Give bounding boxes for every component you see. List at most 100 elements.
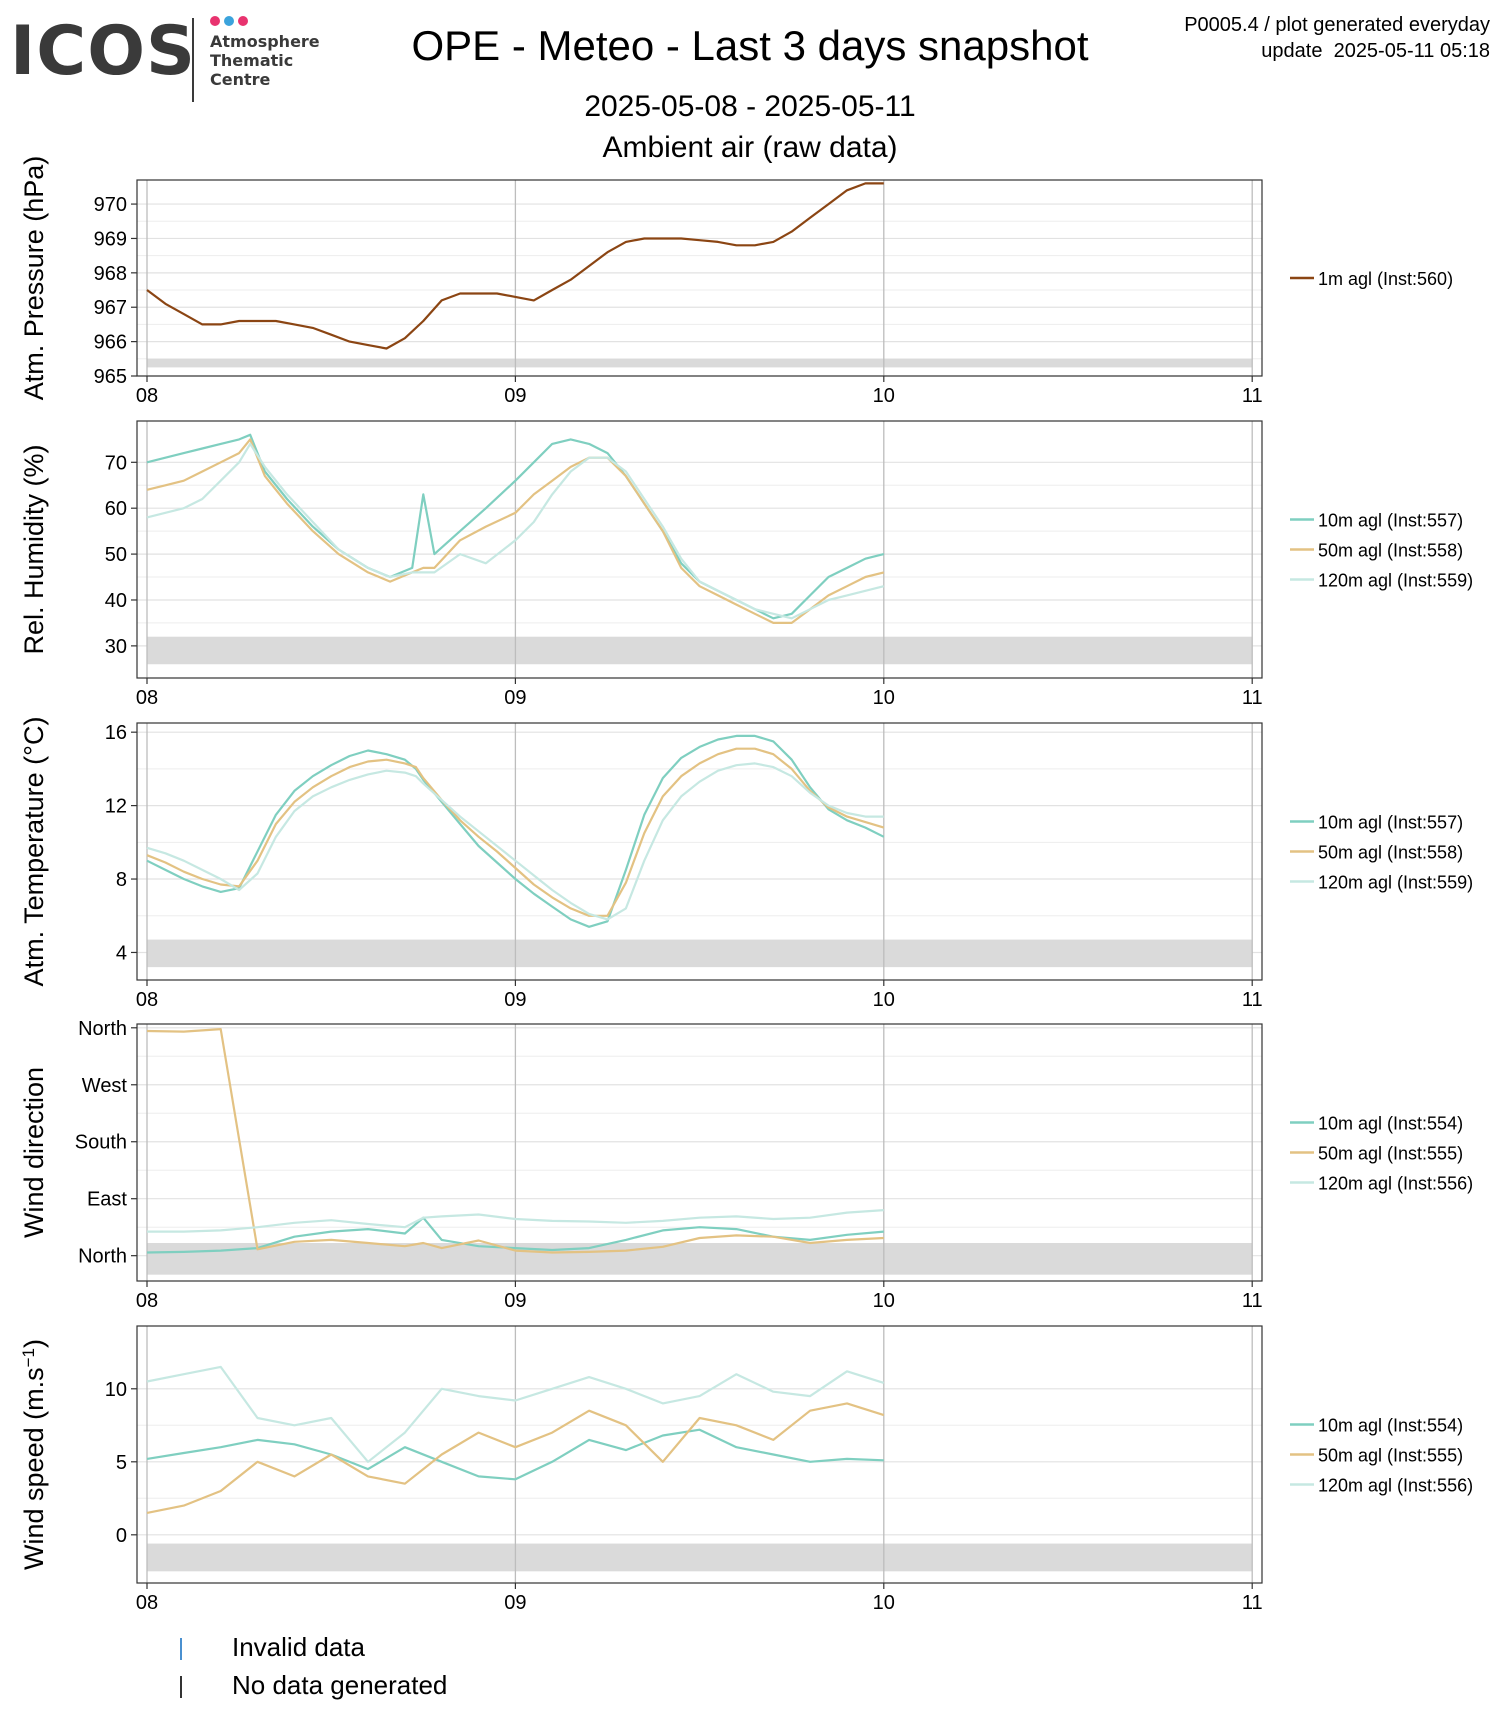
y-tick-label: South [75, 1132, 127, 1154]
legend-label: 50m agl (Inst:555) [1318, 1144, 1463, 1164]
x-tick-label: 11 [1242, 687, 1263, 709]
y-tick-label: 965 [94, 366, 127, 388]
y-axis-label: Rel. Humidity (%) [19, 444, 49, 654]
legend-label: 120m agl (Inst:556) [1318, 1476, 1473, 1496]
x-tick-label: 08 [136, 1290, 158, 1312]
logo-line: Centre [210, 70, 271, 89]
y-tick-label: 60 [105, 498, 127, 520]
date-range: 2025-05-08 - 2025-05-11 [584, 90, 916, 123]
series-line [146, 433, 885, 620]
y-tick-label: 5 [116, 1452, 127, 1474]
x-tick-label: 09 [504, 687, 526, 709]
logo-dots [210, 16, 260, 30]
y-axis-label: Atm. Temperature (°C) [19, 717, 49, 987]
series-line [146, 1365, 885, 1463]
panel-frame [136, 722, 1263, 981]
no-data-tick [180, 1676, 182, 1698]
x-tick-label: 08 [136, 1592, 158, 1614]
plot-info-line: P0005.4 / plot generated everyday [1184, 14, 1490, 36]
y-tick-label: 70 [105, 452, 127, 474]
legend-label: 120m agl (Inst:559) [1318, 571, 1473, 591]
no-data-band [147, 1243, 1253, 1275]
x-tick-label: 09 [504, 385, 526, 407]
x-tick-label: 08 [136, 385, 158, 407]
y-tick-label: 969 [94, 228, 127, 250]
y-tick-label: 30 [105, 636, 127, 658]
panel-1: 965 966 967 968 969 970 08 09 10 11 Atm. Pressure … [19, 156, 1453, 407]
legend-label: 120m agl (Inst:556) [1318, 1174, 1473, 1194]
page-subtitle: Ambient air (raw data) [602, 131, 898, 164]
page-title: OPE - Meteo - Last 3 days snapshot [411, 22, 1089, 69]
x-tick-label: 10 [873, 1290, 895, 1312]
legend-label: 50m agl (Inst:555) [1318, 1446, 1463, 1466]
legend-label: 10m agl (Inst:554) [1318, 1416, 1463, 1436]
legend-label: 10m agl (Inst:554) [1318, 1114, 1463, 1134]
y-tick-label: 966 [94, 332, 127, 354]
series-line [146, 182, 884, 350]
x-tick-label: 09 [504, 1592, 526, 1614]
y-tick-label: 12 [105, 796, 127, 818]
y-tick-label: 4 [116, 942, 127, 964]
invalid-data-tick [180, 1638, 182, 1660]
x-tick-label: 11 [1242, 1592, 1263, 1614]
plot-info-line: update 2025-05-11 05:18 [1261, 40, 1490, 62]
y-tick-label: 968 [94, 263, 127, 285]
logo-line: Thematic [210, 51, 294, 70]
series-line [146, 734, 885, 928]
x-tick-label: 09 [504, 1290, 526, 1312]
no-data-band [147, 636, 1253, 665]
series-line [146, 1027, 884, 1254]
y-tick-label: North [78, 1018, 127, 1040]
x-tick-label: 10 [873, 1592, 895, 1614]
panel-3: 4 8 12 16 08 09 10 11 Atm. Temperature (°C) 10m a… [19, 717, 1473, 1011]
panel-frame [136, 179, 1263, 377]
series-line [146, 442, 885, 620]
legend-label: 1m agl (Inst:560) [1318, 269, 1453, 289]
y-tick-label: North [78, 1246, 127, 1268]
x-tick-label: 10 [873, 687, 895, 709]
legend-label: 50m agl (Inst:558) [1318, 541, 1463, 561]
no-data-band [147, 358, 1253, 368]
no-data-band [147, 1543, 1253, 1572]
legend-label: 50m agl (Inst:558) [1318, 843, 1463, 863]
y-tick-label: 970 [94, 194, 127, 216]
y-tick-label: 0 [116, 1525, 127, 1547]
series-line [146, 1428, 884, 1481]
legend-label: 120m agl (Inst:559) [1318, 873, 1473, 893]
y-tick-label: East [87, 1189, 127, 1211]
no-data-band [147, 939, 1253, 968]
logo-line: Atmosphere [210, 32, 320, 51]
y-axis-label-close: ) [19, 1339, 49, 1348]
y-tick-label: 10 [105, 1379, 127, 1401]
panel-2: 30 40 50 60 70 08 09 10 11 Rel. Humidity (%) 10m a… [19, 420, 1473, 709]
y-axis-label: Atm. Pressure (hPa) [19, 156, 49, 401]
x-tick-label: 10 [873, 989, 895, 1011]
bottom-legend-label: No data generated [232, 1670, 448, 1700]
logo-divider [192, 18, 194, 102]
series-line [146, 747, 885, 917]
x-tick-label: 11 [1242, 1290, 1263, 1312]
bottom-legend-label: Invalid data [232, 1632, 365, 1662]
x-tick-label: 11 [1242, 989, 1263, 1011]
series-line [146, 762, 884, 921]
y-tick-label: 16 [105, 722, 127, 744]
panel-5: 0 5 10 08 09 10 11 Wind speed (m.s−1) 10m agl (I… [19, 1325, 1473, 1614]
y-tick-label: 8 [116, 869, 127, 891]
x-tick-label: 11 [1242, 385, 1263, 407]
logo-dot [238, 16, 248, 26]
logo-word: ICOS [10, 12, 196, 91]
y-tick-label: 50 [105, 544, 127, 566]
panel-frame [136, 1023, 1263, 1282]
series-line [146, 1216, 884, 1254]
icos-logo: ICOS Atmosphere Thematic Centre [10, 14, 330, 104]
y-axis-label-superscript: −1 [19, 1348, 38, 1367]
logo-dot [224, 16, 234, 26]
y-tick-label: 40 [105, 590, 127, 612]
y-axis-label: Wind speed (m.s−1) [19, 1339, 50, 1570]
x-tick-label: 10 [873, 385, 895, 407]
logo-dot [210, 16, 220, 26]
panel-4: North East South West North 08 09 10 11 Wind dire… [19, 1018, 1473, 1312]
y-axis-label: Wind direction [19, 1067, 49, 1238]
panel-frame [136, 420, 1263, 679]
legend-label: 10m agl (Inst:557) [1318, 813, 1463, 833]
